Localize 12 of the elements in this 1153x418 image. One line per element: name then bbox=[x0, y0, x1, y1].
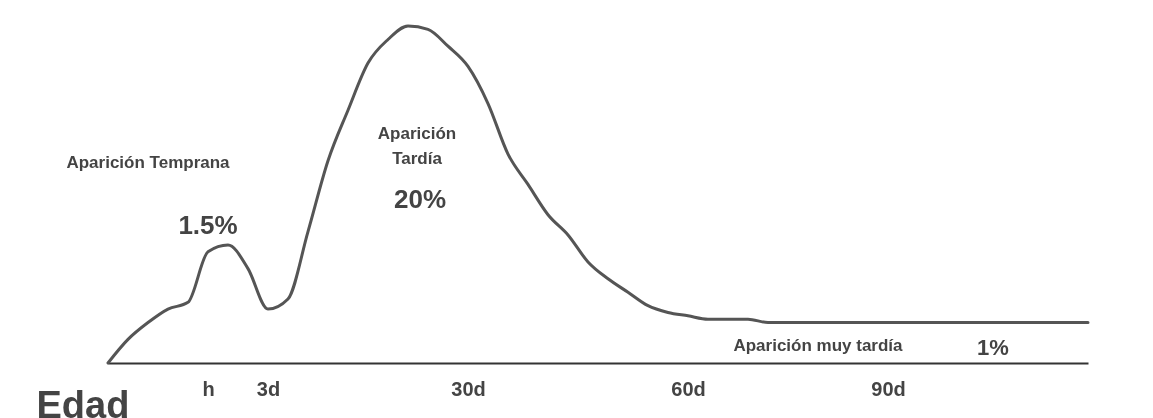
x-tick-label: 30d bbox=[451, 377, 486, 400]
annotation: Aparición Temprana bbox=[66, 153, 231, 172]
x-tick-label: h bbox=[202, 377, 215, 400]
x-tick-label: 60d bbox=[671, 377, 706, 400]
x-tick-label: 3d bbox=[256, 377, 281, 400]
annotation: 1.5% bbox=[178, 210, 238, 240]
x-axis-title: Edad bbox=[36, 383, 130, 418]
annotation: 1% bbox=[977, 335, 1009, 360]
x-tick-label: 90d bbox=[871, 377, 906, 400]
annotation: Aparición muy tardía bbox=[733, 336, 904, 355]
annotation: Aparición Tardía bbox=[377, 124, 457, 168]
annotation: 20% bbox=[393, 184, 447, 214]
